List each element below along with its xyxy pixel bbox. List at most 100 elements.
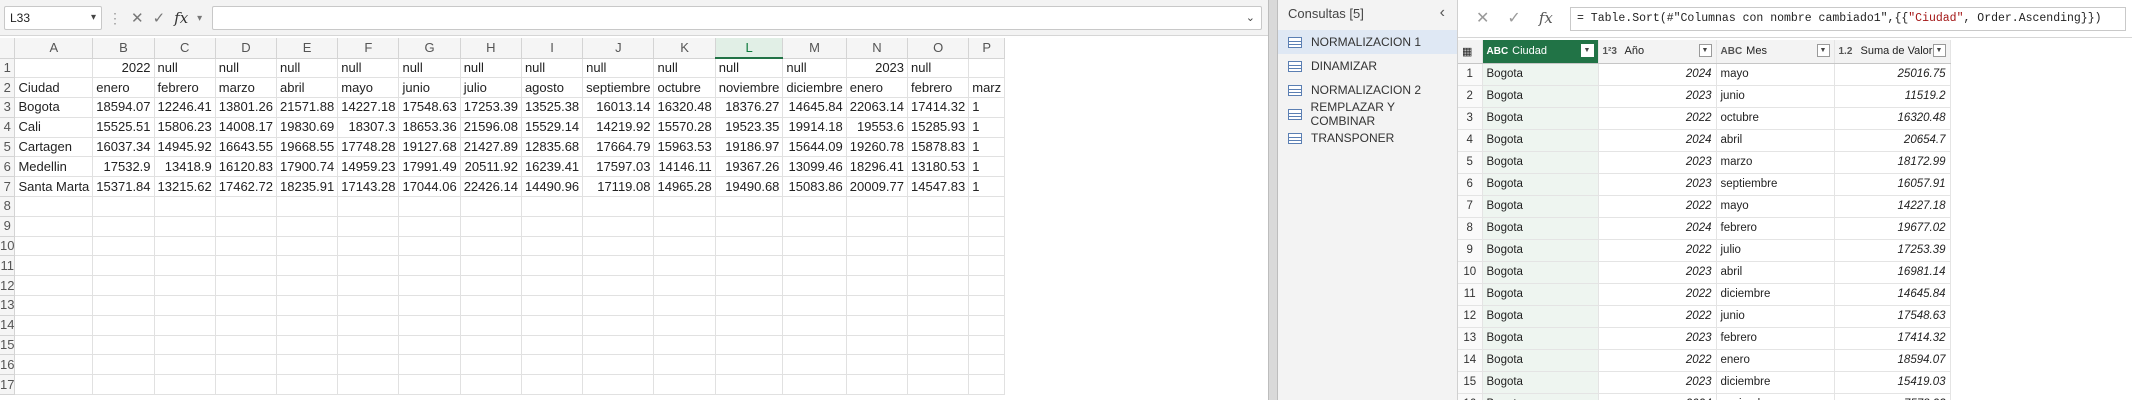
table-menu-icon[interactable]: ▦ <box>1458 40 1483 64</box>
cell-j11[interactable] <box>582 255 655 277</box>
cell-k6[interactable]: 14146.11 <box>653 156 716 178</box>
data-type-icon[interactable]: ABC <box>1720 45 1743 57</box>
cell-h6[interactable]: 20511.92 <box>460 156 522 178</box>
cell-b12[interactable] <box>92 275 155 297</box>
row-header[interactable]: 4 <box>0 117 16 138</box>
cell-n2[interactable]: enero <box>846 77 909 99</box>
cell-ciudad[interactable]: Bogota <box>1482 151 1599 174</box>
table-row[interactable]: 11 Bogota 2022 diciembre 14645.84 <box>1458 283 1951 306</box>
cell-g2[interactable]: junio <box>398 77 461 99</box>
cell-o8[interactable] <box>907 196 970 217</box>
cell-b17[interactable] <box>92 374 155 396</box>
cell-suma-de-valor[interactable]: 11519.2 <box>1834 85 1951 108</box>
cell-g7[interactable]: 17044.06 <box>398 176 461 198</box>
row-header[interactable]: 12 <box>0 275 16 297</box>
cell-f11[interactable] <box>337 255 400 277</box>
cell-c14[interactable] <box>154 315 216 336</box>
cell-b11[interactable] <box>92 255 155 277</box>
cell-i8[interactable] <box>521 196 584 217</box>
cell-o6[interactable]: 13180.53 <box>907 156 970 178</box>
cell-c5[interactable]: 14945.92 <box>154 137 216 158</box>
cell-p12[interactable] <box>968 275 1006 297</box>
cell-g4[interactable]: 18653.36 <box>398 117 461 138</box>
cell-f3[interactable]: 14227.18 <box>337 97 400 118</box>
cell-o15[interactable] <box>907 335 970 356</box>
cell-mes[interactable]: diciembre <box>1716 371 1835 394</box>
cell-ciudad[interactable]: Bogota <box>1482 129 1599 152</box>
cell-e10[interactable] <box>276 236 339 257</box>
chevron-down-icon[interactable]: ▾ <box>90 12 96 23</box>
cell-p17[interactable] <box>968 374 1006 396</box>
cell-o13[interactable] <box>907 295 970 316</box>
cell-n16[interactable] <box>846 354 909 376</box>
column-header-o[interactable]: O <box>907 38 970 59</box>
cell-e15[interactable] <box>276 335 339 356</box>
cell-j1[interactable]: null <box>582 58 655 79</box>
cell-a3[interactable]: Bogota <box>14 97 94 118</box>
cell-ciudad[interactable]: Bogota <box>1482 327 1599 350</box>
row-header[interactable]: 15 <box>0 335 16 356</box>
cell-k11[interactable] <box>653 255 716 277</box>
cell-c10[interactable] <box>154 236 216 257</box>
cell-n9[interactable] <box>846 216 909 237</box>
cell-k8[interactable] <box>653 196 716 217</box>
cell-i14[interactable] <box>521 315 584 336</box>
cell-b13[interactable] <box>92 295 155 316</box>
column-header-m[interactable]: M <box>782 38 847 59</box>
cell-e3[interactable]: 21571.88 <box>276 97 339 118</box>
cancel-icon[interactable]: ✕ <box>1476 10 1490 27</box>
cell-h14[interactable] <box>460 315 522 336</box>
cell-ano[interactable]: 2022 <box>1598 305 1717 328</box>
row-header[interactable]: 1 <box>0 58 16 79</box>
cell-h3[interactable]: 17253.39 <box>460 97 522 118</box>
cell-o5[interactable]: 15878.83 <box>907 137 970 158</box>
table-row[interactable]: 6 Bogota 2023 septiembre 16057.91 <box>1458 173 1951 196</box>
cell-j6[interactable]: 17597.03 <box>582 156 655 178</box>
cell-o4[interactable]: 15285.93 <box>907 117 970 138</box>
cell-ano[interactable]: 2022 <box>1598 239 1717 262</box>
cell-p8[interactable] <box>968 196 1006 217</box>
cell-h8[interactable] <box>460 196 522 217</box>
cell-d14[interactable] <box>215 315 278 336</box>
cell-l11[interactable] <box>715 255 784 277</box>
cell-f6[interactable]: 14959.23 <box>337 156 400 178</box>
cell-h2[interactable]: julio <box>460 77 522 99</box>
cell-ciudad[interactable]: Bogota <box>1482 371 1599 394</box>
cell-l12[interactable] <box>715 275 784 297</box>
cell-c16[interactable] <box>154 354 216 376</box>
cell-ano[interactable]: 2024 <box>1598 217 1717 240</box>
cell-m6[interactable]: 13099.46 <box>782 156 847 178</box>
cell-p6[interactable]: 1 <box>968 156 1006 178</box>
cell-p16[interactable] <box>968 354 1006 376</box>
cell-f14[interactable] <box>337 315 400 336</box>
cell-n4[interactable]: 19553.6 <box>846 117 909 138</box>
cell-h5[interactable]: 21427.89 <box>460 137 522 158</box>
cell-ciudad[interactable]: Bogota <box>1482 261 1599 284</box>
cell-ano[interactable]: 2023 <box>1598 327 1717 350</box>
cell-i4[interactable]: 15529.14 <box>521 117 584 138</box>
cell-d7[interactable]: 17462.72 <box>215 176 278 198</box>
cell-o9[interactable] <box>907 216 970 237</box>
cell-mes[interactable]: febrero <box>1716 327 1835 350</box>
cell-ano[interactable]: 2022 <box>1598 195 1717 218</box>
cell-n13[interactable] <box>846 295 909 316</box>
cell-n7[interactable]: 20009.77 <box>846 176 909 198</box>
column-header-f[interactable]: F <box>337 38 400 59</box>
cell-m13[interactable] <box>782 295 847 316</box>
cell-suma-de-valor[interactable]: 20654.7 <box>1834 129 1951 152</box>
cell-i1[interactable]: null <box>521 58 584 79</box>
cell-j13[interactable] <box>582 295 655 316</box>
row-header[interactable]: 11 <box>0 255 16 277</box>
cell-ano[interactable]: 2022 <box>1598 283 1717 306</box>
cell-g10[interactable] <box>398 236 461 257</box>
spreadsheet-grid[interactable]: A B C D E F G H I J K L M N O P 1 2022 null null null null nul… <box>0 38 1006 396</box>
cell-ciudad[interactable]: Bogota <box>1482 349 1599 372</box>
table-row[interactable]: 7 Bogota 2022 mayo 14227.18 <box>1458 195 1951 218</box>
cell-l14[interactable] <box>715 315 784 336</box>
cell-i13[interactable] <box>521 295 584 316</box>
cell-mes[interactable]: octubre <box>1716 107 1835 130</box>
cell-ano[interactable]: 2023 <box>1598 151 1717 174</box>
cell-g5[interactable]: 19127.68 <box>398 137 461 158</box>
cell-e11[interactable] <box>276 255 339 277</box>
cell-a13[interactable] <box>14 295 94 316</box>
